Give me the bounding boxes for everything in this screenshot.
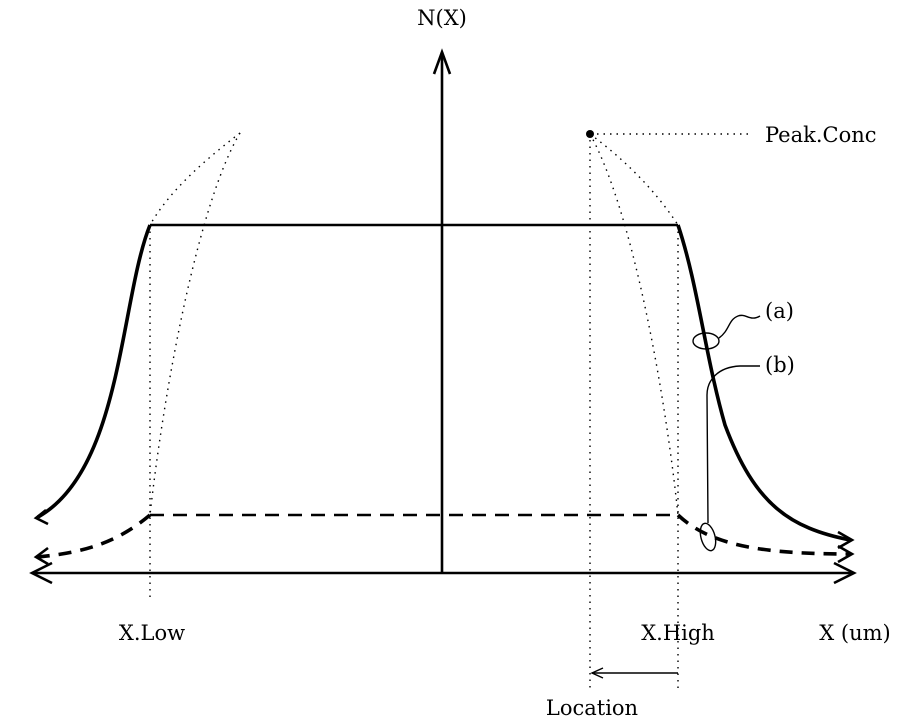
y-axis-label: N(X) bbox=[417, 6, 467, 30]
annotation-b bbox=[699, 365, 760, 552]
gaussian-tails-left bbox=[149, 132, 241, 516]
peak-conc-label: Peak.Conc bbox=[765, 123, 877, 147]
guide-lines bbox=[149, 140, 679, 690]
location-arrow bbox=[590, 667, 678, 679]
peak-marker bbox=[586, 130, 752, 138]
y-axis bbox=[432, 48, 452, 573]
annotation-a bbox=[692, 314, 761, 350]
profile-a-curve bbox=[33, 223, 855, 550]
x-high-label: X.High bbox=[641, 621, 715, 645]
x-low-label: X.Low bbox=[119, 621, 185, 645]
curve-a-label: (a) bbox=[765, 299, 794, 323]
curve-b-label: (b) bbox=[765, 353, 795, 377]
location-label: Location bbox=[546, 696, 638, 720]
gaussian-tails-right bbox=[589, 133, 679, 516]
profile-b-curve bbox=[33, 513, 855, 566]
x-axis-label: X (um) bbox=[819, 621, 890, 645]
